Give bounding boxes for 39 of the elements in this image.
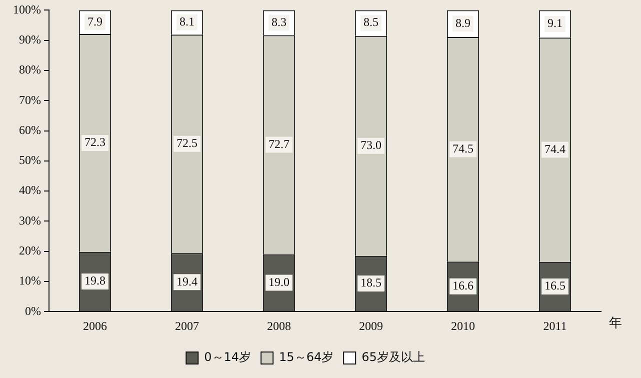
data-label: 19.0	[268, 274, 290, 289]
data-label: 8.9	[456, 16, 470, 30]
data-label: 8.5	[364, 15, 378, 30]
y-tick-label: 40%	[18, 183, 41, 198]
data-label: 8.3	[272, 14, 286, 29]
y-tick-label: 60%	[18, 122, 41, 137]
y-tick-label: 50%	[18, 153, 41, 168]
x-axis-title: 年	[609, 316, 622, 331]
x-tick-label: 2006	[82, 318, 107, 333]
data-label: 72.5	[176, 136, 198, 150]
y-tick-label: 30%	[18, 213, 41, 228]
data-label: 19.4	[176, 274, 198, 288]
x-tick-label: 2007	[174, 318, 199, 333]
data-label: 8.1	[179, 14, 194, 29]
y-tick-label: 70%	[18, 92, 41, 107]
data-label: 18.5	[360, 276, 382, 290]
data-label: 72.7	[268, 136, 290, 151]
data-label: 9.1	[548, 16, 562, 30]
legend-label: 0～14岁	[204, 350, 252, 364]
y-tick-label: 20%	[18, 243, 41, 258]
x-tick-label: 2008	[267, 318, 291, 333]
legend-label: 15～64岁	[279, 350, 334, 364]
y-tick-label: 100%	[12, 2, 41, 16]
x-tick-label: 2009	[359, 318, 383, 333]
data-label: 16.5	[544, 278, 566, 293]
x-tick-label: 2011	[543, 318, 567, 333]
data-label: 74.4	[544, 142, 566, 156]
y-tick-label: 80%	[18, 62, 41, 77]
data-label: 16.6	[452, 278, 474, 292]
data-label: 72.3	[84, 135, 106, 150]
legend-label: 65岁及以上	[362, 350, 425, 364]
data-label: 7.9	[87, 14, 102, 28]
x-tick-label: 2010	[451, 318, 475, 333]
y-tick-label: 0%	[24, 304, 41, 318]
data-label: 19.8	[84, 274, 106, 288]
y-tick-label: 10%	[18, 274, 41, 288]
y-tick-label: 90%	[18, 32, 41, 46]
data-label: 73.0	[360, 138, 382, 152]
data-label: 74.5	[452, 141, 474, 156]
